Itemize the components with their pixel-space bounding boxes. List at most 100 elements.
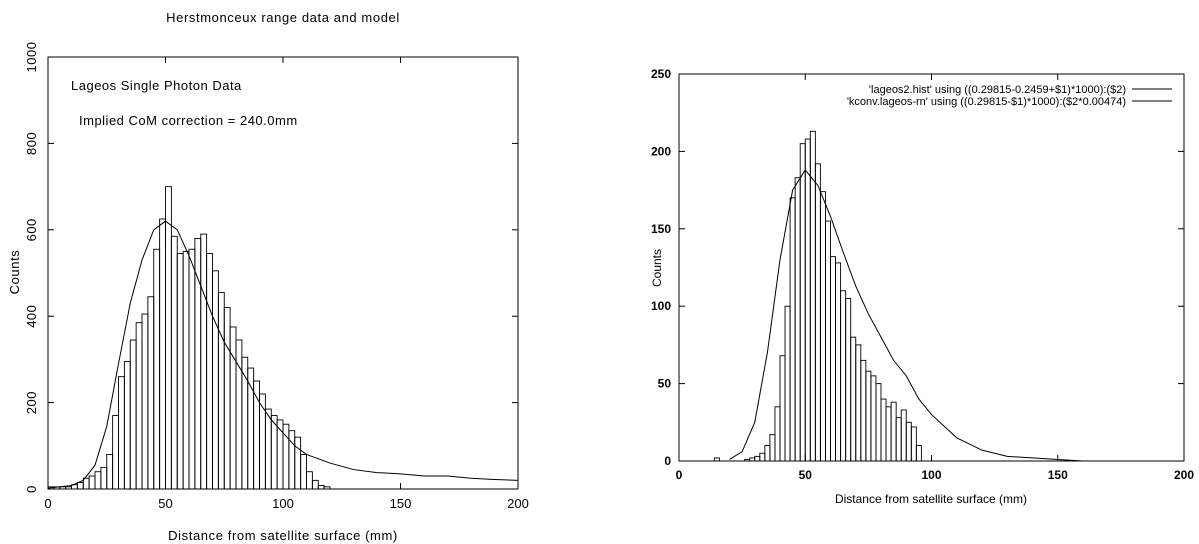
left-histogram-bar — [223, 307, 231, 490]
left-histogram-bar — [176, 253, 184, 490]
left-y-tick-label: 800 — [24, 132, 39, 155]
right-histogram-bar — [860, 359, 867, 462]
right-y-ticks: 0 50 100 150 200 250 — [651, 67, 1184, 468]
left-histogram-bar — [88, 475, 96, 490]
right-histogram-bar — [774, 406, 781, 462]
right-histogram-bar — [754, 455, 761, 462]
right-x-tick-label: 200 — [1174, 468, 1194, 482]
left-histogram-bar — [159, 218, 166, 490]
right-x-axis-label: Distance from satellite surface (mm) — [835, 492, 1027, 506]
right-histogram-bar — [845, 298, 852, 462]
right-histogram-bar — [819, 191, 826, 462]
right-histogram-bar — [769, 434, 776, 462]
left-y-ticks: 0 200 400 600 800 1000 — [24, 42, 518, 493]
right-histogram-bar — [840, 290, 847, 462]
left-histogram-bar — [188, 248, 196, 490]
right-x-ticks: 0 50 100 150 200 — [676, 74, 1194, 482]
left-histogram-bar — [306, 471, 313, 490]
left-histogram-bar — [118, 376, 125, 490]
right-x-tick-label: 150 — [1048, 468, 1068, 482]
left-histogram-bar — [94, 471, 102, 490]
left-chart: Herstmonceux range data and model 0 200 40… — [7, 10, 529, 543]
right-histogram-bar — [759, 452, 766, 462]
right-histogram-bar — [900, 409, 907, 462]
right-histogram-bar — [905, 421, 912, 462]
right-histogram-bar — [890, 401, 897, 462]
right-histogram-bar — [915, 445, 922, 462]
left-chart-title: Herstmonceux range data and model — [166, 10, 400, 25]
right-histogram-bar — [880, 398, 887, 462]
left-histogram-bar — [65, 486, 72, 490]
left-histogram-bar — [288, 430, 296, 490]
left-model-curve — [47, 220, 519, 489]
left-histogram-bar — [123, 361, 131, 490]
left-histogram-bar — [100, 466, 108, 490]
left-histogram-bar — [270, 415, 278, 490]
right-histogram-bar — [713, 457, 720, 462]
left-histogram-bar — [153, 248, 161, 490]
right-chart: 0 50 100 150 200 250 0 50 100 150 200 'lageos2.hi… — [650, 67, 1194, 506]
right-x-tick-label: 100 — [921, 468, 941, 482]
right-plot-frame — [678, 73, 1185, 462]
left-x-tick-label: 150 — [390, 496, 412, 511]
right-histogram-bar — [814, 163, 821, 462]
right-histogram-bar — [764, 445, 771, 462]
left-y-tick-label: 1000 — [24, 42, 39, 73]
right-y-axis-label: Counts — [650, 249, 664, 287]
right-histogram — [713, 130, 922, 462]
left-histogram — [47, 186, 331, 490]
left-x-tick-label: 200 — [507, 496, 529, 511]
left-histogram-bar — [229, 326, 237, 490]
left-histogram-bar — [217, 291, 225, 490]
left-histogram-bar — [206, 253, 213, 490]
left-histogram-bar — [129, 339, 137, 490]
left-x-tick-label: 100 — [272, 496, 294, 511]
right-y-tick-label: 150 — [651, 222, 671, 236]
left-annotation-1: Lageos Single Photon Data — [71, 78, 242, 93]
left-histogram-bar — [165, 186, 172, 490]
left-y-tick-label: 400 — [24, 305, 39, 328]
right-histogram-bar — [855, 344, 862, 462]
left-histogram-bar — [182, 250, 190, 490]
right-histogram-bar — [825, 220, 831, 462]
left-histogram-bar — [112, 415, 119, 490]
right-model-curve — [729, 169, 1084, 462]
right-y-tick-label: 200 — [651, 144, 671, 158]
right-histogram-bar — [830, 256, 836, 462]
left-histogram-bar — [264, 408, 272, 490]
left-histogram-bar — [76, 482, 84, 490]
right-y-tick-label: 50 — [658, 377, 672, 391]
right-x-tick-label: 0 — [676, 468, 683, 482]
right-histogram-bar — [784, 305, 791, 462]
left-histogram-bar — [141, 313, 149, 490]
left-histogram-bar — [300, 453, 307, 490]
right-histogram-bar — [804, 138, 811, 462]
right-y-tick-label: 0 — [664, 454, 671, 468]
right-y-tick-label: 100 — [651, 299, 671, 313]
right-histogram-bar — [744, 459, 751, 462]
right-histogram-bar — [794, 177, 801, 462]
left-y-axis-label: Counts — [7, 250, 22, 295]
left-x-axis-label: Distance from satellite surface (mm) — [168, 528, 398, 543]
left-x-tick-label: 50 — [158, 496, 172, 511]
left-histogram-bar — [194, 237, 202, 490]
right-legend-entry-1: 'lageos2.hist' using ((0.29815-0.2459+$1… — [869, 84, 1126, 96]
right-legend-entry-2: 'kconv.lageos-rn' using ((0.29815-$1)*10… — [847, 96, 1126, 108]
right-histogram-bar — [850, 336, 857, 462]
right-x-tick-label: 50 — [799, 468, 813, 482]
left-histogram-bar — [323, 486, 331, 490]
right-histogram-bar — [779, 355, 786, 462]
left-histogram-bar — [135, 322, 143, 490]
right-histogram-bar — [835, 262, 842, 462]
right-y-tick-label: 250 — [651, 67, 671, 81]
left-x-ticks: 0 50 100 150 200 — [44, 57, 529, 511]
left-y-tick-label: 600 — [24, 218, 39, 241]
left-y-tick-label: 0 — [24, 485, 39, 493]
right-histogram-bar — [885, 406, 892, 462]
left-histogram-bar — [311, 479, 319, 490]
left-x-tick-label: 0 — [44, 496, 51, 511]
left-histogram-bar — [170, 235, 178, 490]
left-histogram-bar — [147, 296, 155, 490]
left-histogram-bar — [259, 393, 266, 490]
